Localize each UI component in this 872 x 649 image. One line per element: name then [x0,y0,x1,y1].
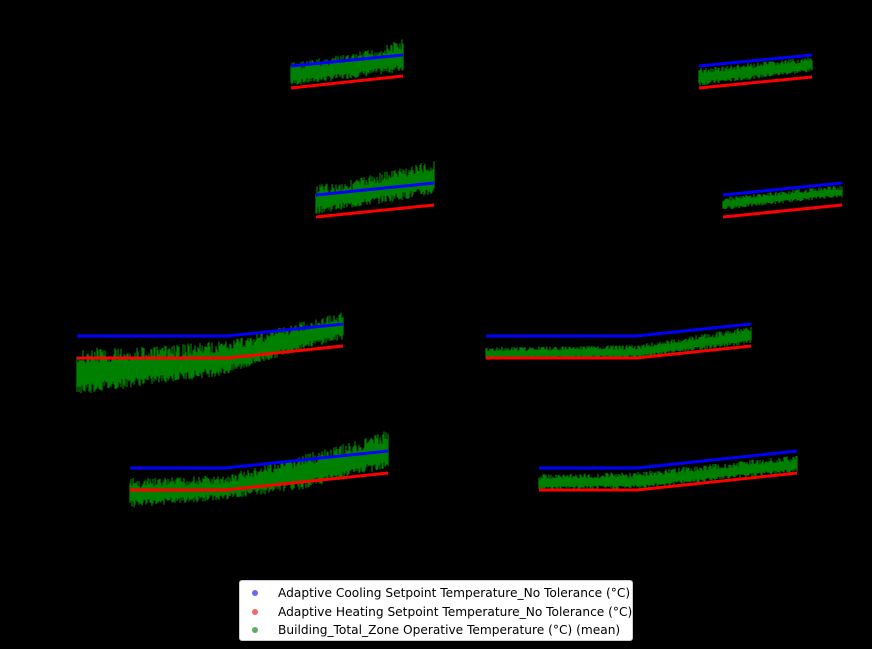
subplot-8 [538,449,798,492]
operative-marker-icon [252,627,258,634]
legend-label: Building_Total_Zone Operative Temperatur… [278,623,621,638]
subplot-5 [76,312,344,394]
legend-item-heating: Adaptive Heating Setpoint Temperature_No… [250,603,632,622]
subplot-grid [76,39,843,508]
heating-setpoint-series [315,203,435,219]
cooling-setpoint-series [130,449,389,470]
subplot-4 [722,181,843,219]
subplot-3 [315,161,435,219]
legend-label: Adaptive Cooling Setpoint Temperature_No… [278,586,631,601]
cooling-setpoint-series [77,322,344,338]
cooling-setpoint-series [722,181,843,197]
cooling-setpoint-series [486,322,752,338]
heating-marker-icon [252,608,258,615]
legend: Adaptive Cooling Setpoint Temperature_No… [239,580,633,641]
subplot-1 [290,39,404,90]
subplot-7 [129,431,389,508]
cooling-marker-icon [252,590,258,597]
cooling-setpoint-series [698,53,813,68]
heating-setpoint-series [77,344,344,360]
cooling-setpoint-series [290,53,404,68]
heating-setpoint-series [486,344,752,360]
heating-setpoint-series [290,74,404,90]
legend-item-cooling: Adaptive Cooling Setpoint Temperature_No… [250,584,632,603]
heating-setpoint-series [698,75,813,90]
cooling-setpoint-series [539,449,798,470]
legend-label: Adaptive Heating Setpoint Temperature_No… [278,604,633,619]
legend-item-operative: Building_Total_Zone Operative Temperatur… [250,621,632,640]
heating-setpoint-series [722,203,843,219]
cooling-setpoint-series [315,181,435,197]
heating-setpoint-series [130,471,389,492]
subplot-2 [698,53,813,90]
subplot-6 [485,322,752,360]
heating-setpoint-series [539,471,798,492]
